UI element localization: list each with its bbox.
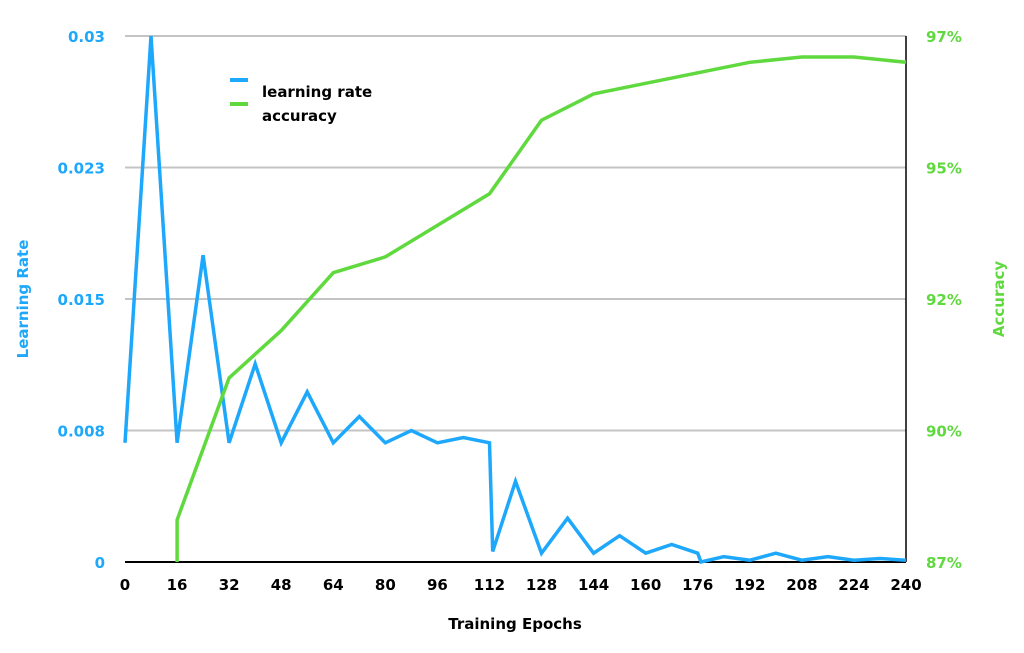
- x-tick-label: 32: [219, 576, 240, 594]
- left-tick-label: 0.015: [58, 291, 105, 309]
- series-line-accuracy: [175, 55, 907, 562]
- x-tick-label: 224: [838, 576, 869, 594]
- x-tick-label: 160: [630, 576, 661, 594]
- x-tick-label: 64: [323, 576, 344, 594]
- left-tick-label: 0.03: [68, 28, 105, 46]
- x-tick-label: 96: [427, 576, 448, 594]
- series-lines: [123, 35, 907, 565]
- right-tick-label: 97%: [926, 28, 962, 46]
- left-tick-label: 0: [95, 554, 105, 572]
- x-tick-label: 192: [734, 576, 765, 594]
- right-tick-label: 87%: [926, 554, 962, 572]
- left-axis-label: Learning Rate: [14, 240, 32, 359]
- legend: learning rate accuracy: [230, 78, 372, 125]
- right-tick-label: 90%: [926, 423, 962, 441]
- left-tick-label: 0.008: [58, 423, 105, 441]
- x-tick-label: 112: [474, 576, 505, 594]
- x-tick-label: 176: [682, 576, 713, 594]
- x-tick-label: 144: [578, 576, 609, 594]
- left-axis-ticks: 0 0.008 0.015 0.023 0.03: [58, 28, 105, 572]
- legend-label-learning-rate: learning rate: [262, 83, 372, 101]
- x-tick-label: 240: [890, 576, 921, 594]
- x-tick-label: 80: [375, 576, 396, 594]
- right-axis-ticks: 87% 90% 92% 95% 97%: [926, 28, 962, 572]
- x-tick-label: 16: [167, 576, 188, 594]
- series-line-learning-rate: [123, 35, 907, 565]
- right-tick-label: 95%: [926, 160, 962, 178]
- legend-label-accuracy: accuracy: [262, 107, 337, 125]
- x-tick-label: 128: [526, 576, 557, 594]
- x-axis-label: Training Epochs: [448, 615, 582, 633]
- x-axis-ticks: 0 16 32 48 64 80 96 112 128 144 160 176 192 208 224 240: [120, 576, 922, 594]
- right-tick-label: 92%: [926, 291, 962, 309]
- x-tick-label: 48: [271, 576, 292, 594]
- x-tick-label: 208: [786, 576, 817, 594]
- x-tick-label: 0: [120, 576, 130, 594]
- left-tick-label: 0.023: [58, 160, 105, 178]
- gridlines: [125, 35, 906, 432]
- right-axis-label: Accuracy: [990, 261, 1008, 337]
